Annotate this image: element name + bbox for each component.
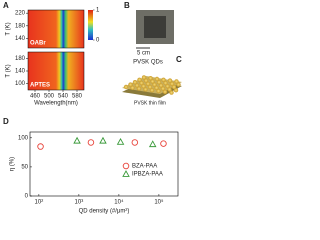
marker xyxy=(99,136,107,144)
marker xyxy=(131,139,139,146)
panel-label: C xyxy=(176,55,182,64)
heatmap-image xyxy=(28,52,84,90)
quantum-dot xyxy=(158,83,164,88)
quantum-dot xyxy=(150,79,155,84)
x-tick-label: 10³ xyxy=(75,200,84,206)
y-tick-label: 220 xyxy=(15,11,26,17)
x-tick-label: 540 xyxy=(58,94,69,100)
quantum-dot xyxy=(156,80,162,85)
quantum-dot xyxy=(154,76,160,82)
figure: A B C D 5 cm PVSK QDs PVSK thin film OAB… xyxy=(3,1,182,215)
legend-marker xyxy=(122,162,130,170)
quantum-dot xyxy=(167,78,173,83)
heatmap-label: OABr xyxy=(30,41,46,47)
quantum-dot xyxy=(147,84,153,90)
colorbar-tick-label: 1 xyxy=(96,8,100,14)
y-tick-label: 140 xyxy=(15,36,26,42)
legend-marker xyxy=(122,170,130,177)
schematic-label: PVSK QDs xyxy=(133,60,163,66)
y-tick-label: 100 xyxy=(18,135,29,141)
marker xyxy=(73,136,81,144)
quantum-dot xyxy=(123,84,129,90)
x-tick-label: 10⁵ xyxy=(154,199,164,206)
y-tick-label: 100 xyxy=(15,81,26,87)
heatmap-frame xyxy=(27,9,85,49)
x-axis-label: Wavelength(nm) xyxy=(34,101,78,107)
heatmap-label: APTES xyxy=(30,83,50,89)
marker xyxy=(37,143,44,150)
quantum-dot xyxy=(152,82,157,87)
marker xyxy=(116,137,125,145)
y-axis-label: η (%) xyxy=(10,157,16,171)
quantum-dot xyxy=(169,90,174,95)
marker xyxy=(87,139,95,146)
quantum-dot xyxy=(162,89,168,95)
y-tick-label: 140 xyxy=(15,69,26,75)
quantum-dot xyxy=(143,78,149,83)
quantum-dot xyxy=(137,77,142,83)
quantum-dot xyxy=(154,85,159,91)
quantum-dot xyxy=(143,87,148,92)
quantum-dot xyxy=(165,84,170,89)
heatmap-image xyxy=(28,10,84,48)
quantum-dot xyxy=(134,83,140,88)
quantum-dot xyxy=(167,87,172,92)
quantum-dot xyxy=(176,82,181,87)
quantum-dot xyxy=(160,86,166,91)
quantum-dot xyxy=(132,80,138,85)
quantum-dot xyxy=(141,75,147,80)
y-tick-label: 180 xyxy=(15,56,26,62)
x-tick-label: 10⁴ xyxy=(114,199,124,206)
quantum-dot xyxy=(139,80,144,86)
plot-frame xyxy=(29,131,179,197)
x-tick-label: 500 xyxy=(44,94,55,100)
marker xyxy=(148,140,157,148)
quantum-dot xyxy=(163,80,168,86)
panel-label: D xyxy=(3,117,9,126)
legend-label: IPBZA-PAA xyxy=(132,172,163,178)
x-tick-label: 580 xyxy=(72,94,83,100)
y-axis-label: T (K) xyxy=(6,22,12,35)
scale-label: 5 cm xyxy=(137,51,150,57)
y-tick-label: 180 xyxy=(15,23,26,29)
y-axis-label: T (K) xyxy=(6,64,12,77)
quantum-dot xyxy=(171,84,177,90)
quantum-dot xyxy=(161,77,166,83)
schematic-label: PVSK thin film xyxy=(134,100,166,106)
colorbar-tick-label: 0 xyxy=(96,38,100,44)
panel-label: A xyxy=(3,1,9,10)
y-tick-label: 0 xyxy=(25,194,29,200)
sample-film xyxy=(144,16,166,38)
quantum-dot xyxy=(169,81,175,87)
legend-label: BZA-PAA xyxy=(132,164,157,170)
colorbar xyxy=(88,10,93,40)
marker xyxy=(160,140,167,147)
panel-label: B xyxy=(124,1,130,10)
quantum-dots xyxy=(123,75,181,95)
quantum-dot xyxy=(156,88,161,94)
quantum-dot xyxy=(148,76,153,81)
y-tick-label: 50 xyxy=(21,164,28,170)
quantum-dot xyxy=(149,88,155,93)
x-axis-label: QD density (#/μm²) xyxy=(79,209,130,215)
quantum-dot xyxy=(145,81,151,87)
x-tick-label: 460 xyxy=(30,94,41,100)
quantum-dot xyxy=(130,85,135,91)
quantum-dot xyxy=(173,88,179,93)
quantum-dot xyxy=(141,84,146,89)
quantum-dot xyxy=(174,79,179,84)
x-tick-label: 10² xyxy=(35,200,44,206)
quantum-dot xyxy=(136,86,142,91)
quantum-dot xyxy=(128,82,133,87)
